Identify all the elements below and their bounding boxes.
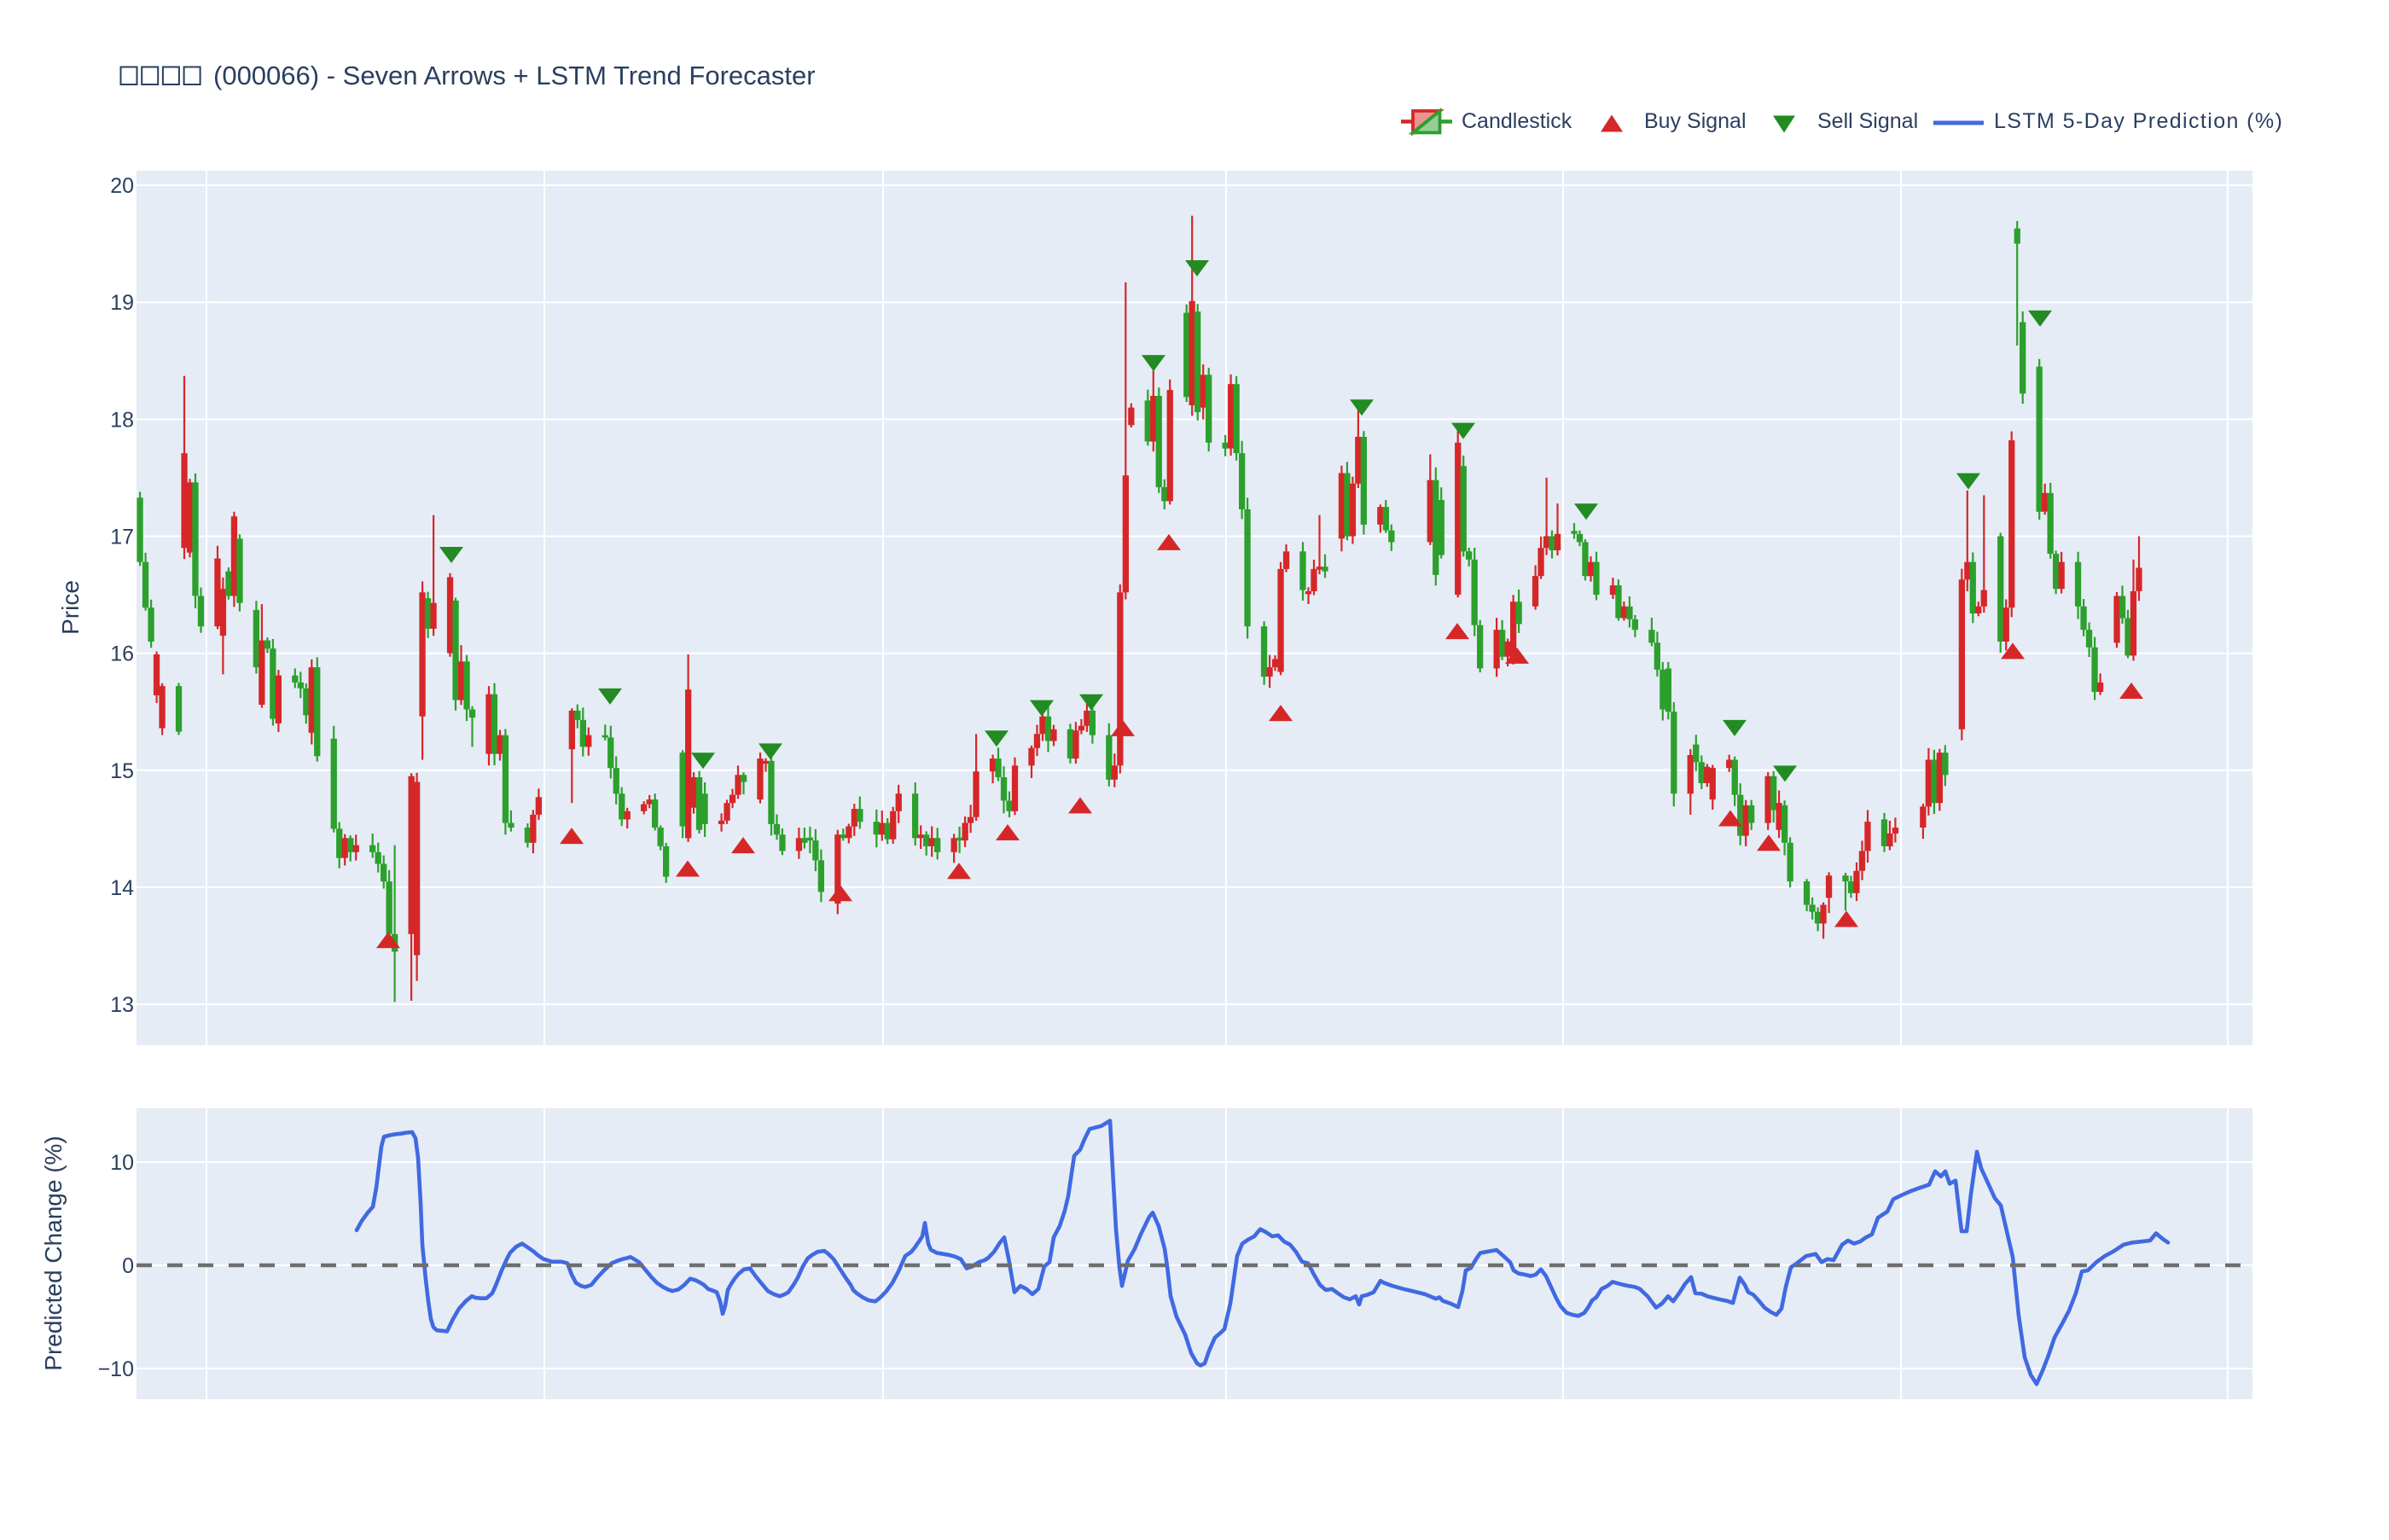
- svg-text:Candlestick: Candlestick: [1462, 109, 1572, 133]
- svg-text:0: 0: [122, 1254, 134, 1278]
- svg-text:(000066) - Seven Arrows + LSTM: (000066) - Seven Arrows + LSTM Trend For…: [213, 61, 816, 90]
- svg-text:Buy Signal: Buy Signal: [1644, 109, 1747, 133]
- svg-text:16: 16: [110, 642, 134, 666]
- svg-text:13: 13: [110, 993, 134, 1017]
- svg-text:Sell Signal: Sell Signal: [1817, 109, 1918, 133]
- svg-text:LSTM 5-Day Prediction (%): LSTM 5-Day Prediction (%): [1994, 109, 2283, 133]
- svg-text:14: 14: [110, 876, 134, 900]
- svg-text:17: 17: [110, 526, 134, 549]
- svg-text:18: 18: [110, 408, 134, 432]
- svg-text:−10: −10: [98, 1357, 134, 1381]
- svg-text:20: 20: [110, 174, 134, 198]
- svg-text:19: 19: [110, 291, 134, 315]
- svg-text:15: 15: [110, 759, 134, 783]
- svg-text:10: 10: [110, 1151, 134, 1175]
- svg-text:Predicted Change (%): Predicted Change (%): [40, 1136, 67, 1370]
- svg-text:Price: Price: [57, 580, 84, 635]
